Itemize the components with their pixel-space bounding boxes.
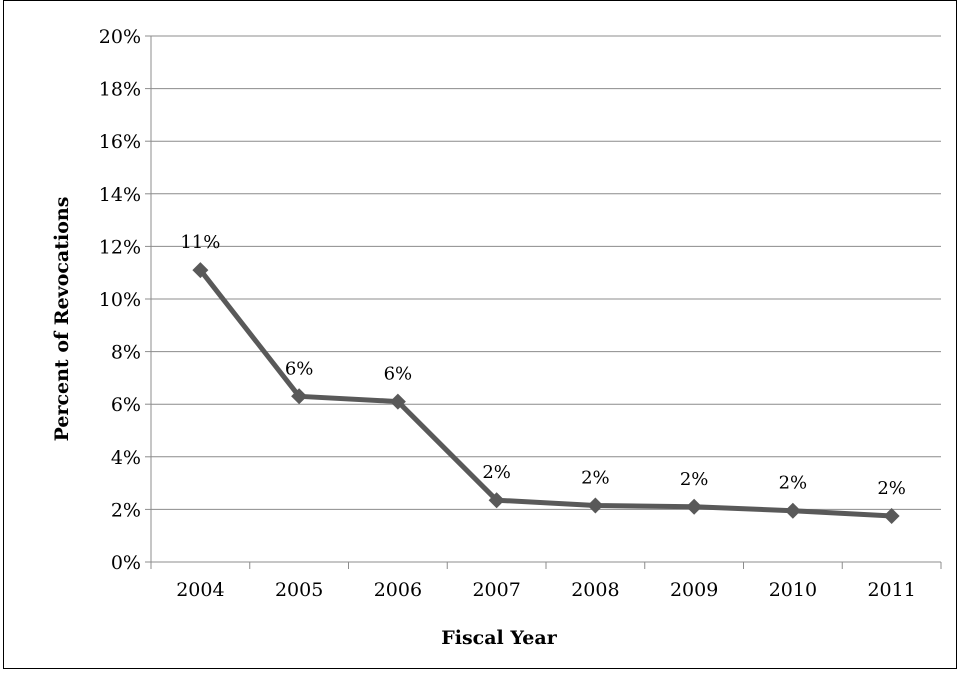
y-tick-label: 12% xyxy=(99,236,141,258)
y-tick-label: 16% xyxy=(99,131,141,153)
series-polyline xyxy=(198,268,892,519)
data-point-marker xyxy=(883,507,900,524)
x-axis-title: Fiscal Year xyxy=(441,627,557,649)
data-label: 11% xyxy=(180,232,220,253)
y-axis-title: Percent of Revocations xyxy=(51,197,73,442)
y-tick-label: 2% xyxy=(111,499,141,521)
x-tick-label: 2006 xyxy=(374,579,422,601)
series-markers xyxy=(192,262,900,524)
x-tick-label: 2005 xyxy=(275,579,323,601)
chart-frame: 0% 2% 4% 6% 8% 10% 12% 14% 16% 18% 20% 2004 2005 200… xyxy=(3,0,957,669)
x-tick-label: 2008 xyxy=(571,579,619,601)
x-tick-label: 2007 xyxy=(472,579,520,601)
y-tick-labels: 0% 2% 4% 6% 8% 10% 12% 14% 16% 18% 20% xyxy=(99,26,141,574)
data-label: 2% xyxy=(482,462,511,483)
data-point-marker xyxy=(587,497,604,514)
x-tick-label: 2009 xyxy=(670,579,718,601)
data-label: 2% xyxy=(877,478,906,499)
axes xyxy=(145,35,942,569)
data-label: 6% xyxy=(285,358,314,379)
y-tick-label: 18% xyxy=(99,79,141,101)
y-tick-label: 14% xyxy=(99,184,141,206)
data-point-marker xyxy=(686,498,703,515)
data-point-marker xyxy=(291,388,308,405)
y-tick-label: 10% xyxy=(99,289,141,311)
line-chart: 0%2%4%6%8%10%12%14%16%18%20% 2004 2005 200… xyxy=(51,26,942,649)
y-tick-label: 4% xyxy=(111,447,141,469)
series-line xyxy=(198,268,892,519)
y-tick-label: 0% xyxy=(111,552,141,574)
x-tick-labels: 2004 2005 2006 2007 2008 2009 2010 2011 xyxy=(176,579,916,601)
y-tick-label: 20% xyxy=(99,26,141,48)
data-label: 2% xyxy=(680,469,709,490)
x-tick-label: 2010 xyxy=(769,579,817,601)
data-point-marker xyxy=(784,502,801,519)
x-tick-label: 2004 xyxy=(176,579,224,601)
x-tick-label: 2011 xyxy=(867,579,915,601)
data-label: 2% xyxy=(779,473,808,494)
data-point-marker xyxy=(389,393,406,410)
y-tick-label: 6% xyxy=(111,394,141,416)
data-point-marker xyxy=(488,492,505,509)
data-point-marker xyxy=(192,262,209,279)
data-label: 6% xyxy=(384,364,413,385)
gridlines xyxy=(151,35,941,510)
data-label: 2% xyxy=(581,467,610,488)
data-labels: 11% 6% 6% 2% 2% 2% 2% 2% xyxy=(180,232,906,499)
y-tick-label: 8% xyxy=(111,342,141,364)
